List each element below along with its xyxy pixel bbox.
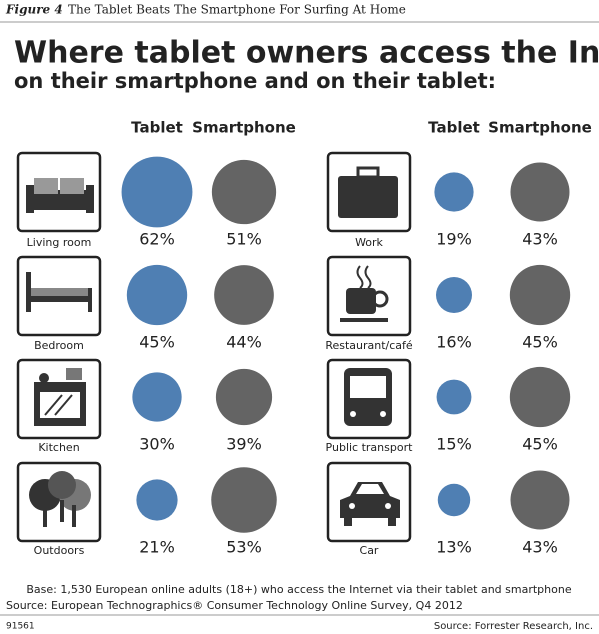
- source: Source: European Technographics® Consume…: [6, 599, 463, 612]
- bubble: [215, 368, 273, 426]
- bubble: [510, 162, 570, 222]
- bubble: [136, 479, 178, 521]
- category-label: Bedroom: [34, 339, 84, 352]
- figure-title: The Tablet Beats The Smartphone For Surf…: [68, 3, 406, 17]
- category-label: Kitchen: [38, 441, 79, 454]
- value-label: 21%: [139, 538, 175, 557]
- legend-label: Smartphone: [192, 119, 296, 137]
- value-label: 45%: [522, 435, 558, 454]
- value-label: 45%: [139, 333, 175, 352]
- value-label: 39%: [226, 435, 262, 454]
- category-label: Restaurant/café: [325, 339, 413, 352]
- value-label: 51%: [226, 230, 262, 249]
- bubble: [436, 379, 472, 415]
- value-label: 43%: [522, 538, 558, 557]
- figure-label: Figure 4: [5, 3, 63, 17]
- bubble: [509, 264, 571, 326]
- bubble: [437, 483, 471, 517]
- value-label: 43%: [522, 230, 558, 249]
- legend-label: Tablet: [131, 119, 183, 137]
- credit: Source: Forrester Research, Inc.: [434, 621, 593, 632]
- bubble: [132, 372, 182, 422]
- category-label: Living room: [27, 236, 92, 249]
- value-label: 19%: [436, 230, 472, 249]
- value-label: 15%: [436, 435, 472, 454]
- legend-label: Smartphone: [488, 119, 592, 137]
- value-label: 30%: [139, 435, 175, 454]
- bubble: [510, 470, 570, 530]
- value-label: 13%: [436, 538, 472, 557]
- chart-subtitle: on their smartphone and on their tablet:: [14, 69, 496, 93]
- value-label: 45%: [522, 333, 558, 352]
- bubble: [436, 277, 472, 313]
- bubble: [126, 264, 188, 326]
- category-label: Car: [360, 544, 379, 557]
- base-note: Base: 1,530 European online adults (18+)…: [26, 583, 571, 596]
- figure-id: 91561: [6, 622, 35, 632]
- bubble: [211, 159, 277, 225]
- chart-title: Where tablet owners access the Internet: [14, 36, 599, 71]
- value-label: 16%: [436, 333, 472, 352]
- legend-label: Tablet: [428, 119, 480, 137]
- bubble: [214, 265, 274, 325]
- bubble: [434, 172, 474, 212]
- value-label: 44%: [226, 333, 262, 352]
- icons: [16, 151, 412, 543]
- category-label: Work: [355, 236, 383, 249]
- bubble: [211, 467, 277, 533]
- value-label: 53%: [226, 538, 262, 557]
- bubble: [509, 366, 571, 428]
- category-label: Outdoors: [34, 544, 85, 557]
- bubble: [121, 156, 193, 228]
- category-label: Public transport: [326, 441, 414, 454]
- value-label: 62%: [139, 230, 175, 249]
